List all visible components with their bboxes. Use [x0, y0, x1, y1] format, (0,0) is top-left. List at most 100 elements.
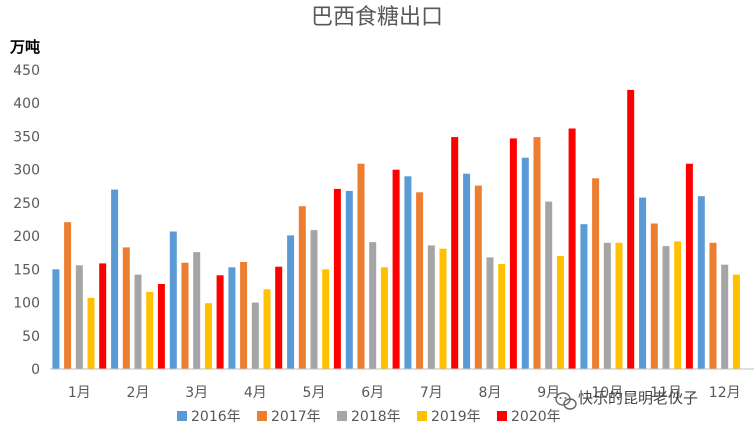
bar	[662, 246, 670, 369]
bar	[392, 169, 400, 369]
legend-label: 2020年	[511, 409, 561, 425]
bar	[193, 252, 201, 369]
watermark: 快乐的昆明老伙子	[555, 389, 698, 410]
bar	[451, 137, 459, 369]
x-tick-label: 2月	[127, 385, 150, 401]
bar	[509, 138, 517, 369]
bar	[52, 269, 60, 369]
x-tick-label: 6月	[361, 385, 384, 401]
bar	[685, 163, 693, 369]
y-tick-label: 450	[13, 63, 40, 79]
bar	[427, 245, 435, 369]
x-tick-label: 10月	[591, 385, 623, 401]
y-tick-label: 300	[13, 163, 40, 179]
x-tick-label: 8月	[479, 385, 502, 401]
bar	[697, 196, 705, 369]
bar	[592, 178, 600, 369]
y-tick-label: 350	[13, 129, 40, 145]
bar	[322, 269, 330, 369]
bar	[545, 201, 553, 369]
legend-label: 2017年	[271, 409, 321, 425]
bar	[333, 188, 341, 369]
bar	[709, 242, 717, 369]
y-axis-unit-label: 万吨	[9, 38, 40, 56]
bar	[134, 274, 142, 369]
bar	[64, 222, 72, 369]
bar	[216, 275, 224, 369]
x-tick-label: 7月	[420, 385, 443, 401]
x-tick-label: 3月	[185, 385, 208, 401]
bar	[674, 241, 682, 369]
bar	[721, 264, 729, 369]
bar	[732, 274, 740, 369]
bar	[369, 242, 377, 369]
bar	[240, 262, 248, 369]
bar	[310, 230, 318, 369]
y-tick-label: 100	[13, 296, 40, 312]
y-tick-label: 150	[13, 262, 40, 278]
bar	[263, 289, 271, 369]
legend: 2016年 2017年 2018年 2019年 2020年	[177, 409, 561, 425]
legend-label: 2019年	[431, 409, 481, 425]
bar	[404, 176, 412, 369]
y-tick-label: 200	[13, 229, 40, 245]
bar	[474, 185, 482, 369]
legend-swatch	[257, 411, 267, 421]
bar	[157, 284, 165, 369]
watermark-text: 快乐的昆明老伙子	[578, 389, 698, 407]
bar	[251, 302, 259, 369]
legend-swatch	[177, 411, 187, 421]
bar	[99, 263, 107, 369]
bar	[380, 267, 388, 369]
bar	[228, 267, 236, 369]
legend-swatch	[497, 411, 507, 421]
y-axis-ticks: 0 50 100 150 200 250 300 350 400 450	[13, 63, 40, 378]
bar	[627, 89, 635, 370]
bar	[439, 248, 447, 369]
x-tick-label: 1月	[68, 385, 91, 401]
bar	[275, 266, 283, 369]
y-tick-label: 400	[13, 96, 40, 112]
bar	[639, 197, 647, 369]
bar	[498, 264, 506, 369]
bar	[416, 192, 424, 369]
legend-label: 2016年	[191, 409, 241, 425]
x-axis-ticks: 1月 2月 3月 4月 5月 6月 7月 8月 9月 10月 11月 12月	[68, 385, 741, 401]
y-tick-label: 0	[31, 362, 40, 378]
bar	[521, 157, 529, 369]
bar	[287, 235, 295, 369]
bar	[181, 262, 189, 369]
x-tick-label: 5月	[303, 385, 326, 401]
chart-title: 巴西食糖出口	[311, 5, 443, 30]
x-tick-label: 4月	[244, 385, 267, 401]
bar	[204, 303, 212, 369]
bars-group	[52, 89, 740, 370]
bar	[580, 224, 588, 369]
legend-swatch	[337, 411, 347, 421]
bar	[298, 206, 306, 369]
bar	[615, 242, 623, 369]
bar	[533, 137, 541, 369]
bar	[87, 297, 95, 369]
bar	[568, 128, 576, 369]
bar	[146, 291, 154, 369]
bar	[650, 223, 658, 369]
y-tick-label: 250	[13, 196, 40, 212]
bar	[111, 189, 119, 369]
bar	[122, 247, 130, 369]
y-tick-label: 50	[22, 329, 40, 345]
bar	[75, 265, 83, 369]
bar	[486, 257, 494, 369]
x-tick-label: 9月	[537, 385, 560, 401]
bar	[169, 231, 177, 369]
bar	[556, 256, 564, 369]
bar	[463, 173, 471, 369]
bar	[357, 163, 365, 369]
legend-swatch	[417, 411, 427, 421]
x-tick-label: 11月	[650, 385, 682, 401]
bar	[603, 242, 611, 369]
bar	[345, 190, 353, 369]
wechat-icon	[555, 392, 577, 410]
legend-label: 2018年	[351, 409, 401, 425]
